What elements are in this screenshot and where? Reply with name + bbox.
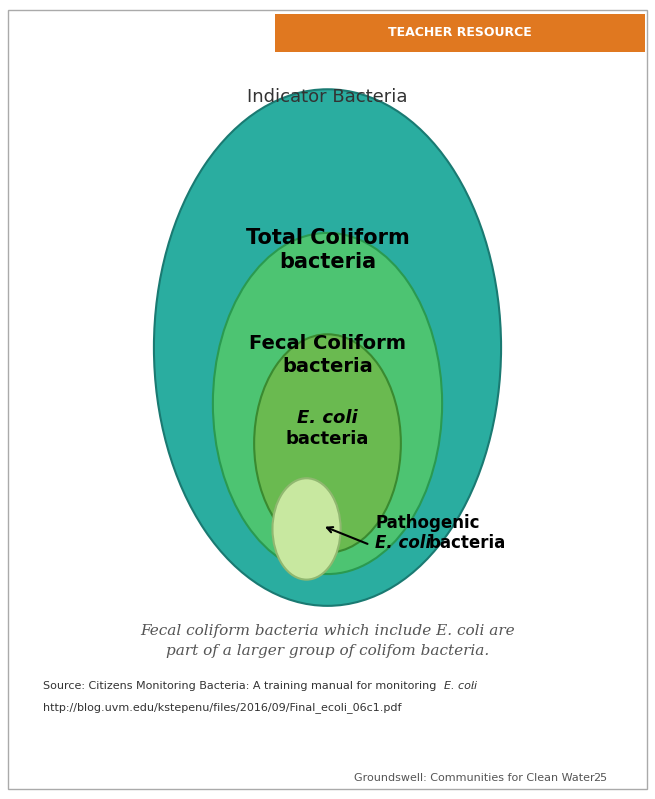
Text: Fecal coliform bacteria which include E. coli are
part of a larger group of coli: Fecal coliform bacteria which include E.…	[140, 624, 515, 658]
Text: :: :	[470, 681, 474, 691]
Text: Indicator Bacteria: Indicator Bacteria	[247, 89, 408, 106]
Text: Groundswell: Communities for Clean Water: Groundswell: Communities for Clean Water	[354, 773, 594, 783]
Text: Fecal Coliform
bacteria: Fecal Coliform bacteria	[249, 333, 406, 376]
Text: bacteria: bacteria	[429, 534, 506, 551]
Text: http://blog.uvm.edu/kstepenu/files/2016/09/Final_ecoli_06c1.pdf: http://blog.uvm.edu/kstepenu/files/2016/…	[43, 702, 401, 714]
Ellipse shape	[213, 233, 442, 574]
Text: TEACHER RESOURCE: TEACHER RESOURCE	[388, 26, 532, 39]
Text: 25: 25	[593, 773, 607, 783]
Text: Pathogenic: Pathogenic	[375, 514, 480, 531]
Text: E. coli: E. coli	[297, 409, 358, 427]
Ellipse shape	[272, 479, 341, 579]
Text: E. coli: E. coli	[375, 534, 432, 551]
Text: Source: Citizens Monitoring Bacteria: A training manual for monitoring: Source: Citizens Monitoring Bacteria: A …	[43, 681, 440, 691]
Text: Total Coliform
bacteria: Total Coliform bacteria	[246, 228, 409, 272]
Text: E. coli: E. coli	[444, 681, 477, 691]
Ellipse shape	[254, 334, 401, 553]
FancyBboxPatch shape	[275, 14, 645, 52]
Ellipse shape	[154, 89, 501, 606]
Text: bacteria: bacteria	[286, 431, 369, 448]
